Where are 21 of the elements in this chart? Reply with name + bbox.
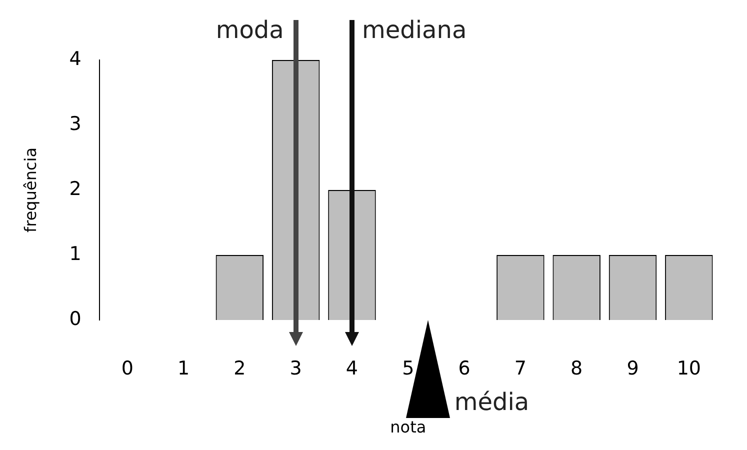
x-tick-label: 8 bbox=[570, 357, 583, 380]
x-tick-label: 1 bbox=[177, 357, 190, 380]
ref-line-label: moda bbox=[216, 16, 284, 44]
x-tick-label: 2 bbox=[234, 357, 246, 380]
x-tick-label: 4 bbox=[346, 357, 358, 380]
ref-line-label: mediana bbox=[362, 16, 467, 44]
x-tick-label: 10 bbox=[676, 357, 702, 380]
y-tick-label: 3 bbox=[69, 112, 82, 135]
x-tick-label: 0 bbox=[121, 357, 134, 380]
text: média bbox=[454, 388, 530, 416]
x-tick-label: 3 bbox=[290, 357, 302, 380]
y-tick-label: 4 bbox=[69, 48, 82, 70]
x-tick-label: 6 bbox=[458, 357, 470, 380]
x-tick-label: 7 bbox=[514, 357, 526, 380]
y-tick-label: 0 bbox=[69, 308, 82, 330]
x-tick-label: 5 bbox=[402, 357, 414, 380]
y-axis-title: frequência bbox=[20, 147, 40, 233]
x-axis-title: nota bbox=[390, 418, 426, 437]
x-tick-label: 9 bbox=[626, 357, 639, 380]
y-tick-label: 2 bbox=[69, 178, 82, 200]
y-tick-label: 1 bbox=[69, 242, 82, 265]
